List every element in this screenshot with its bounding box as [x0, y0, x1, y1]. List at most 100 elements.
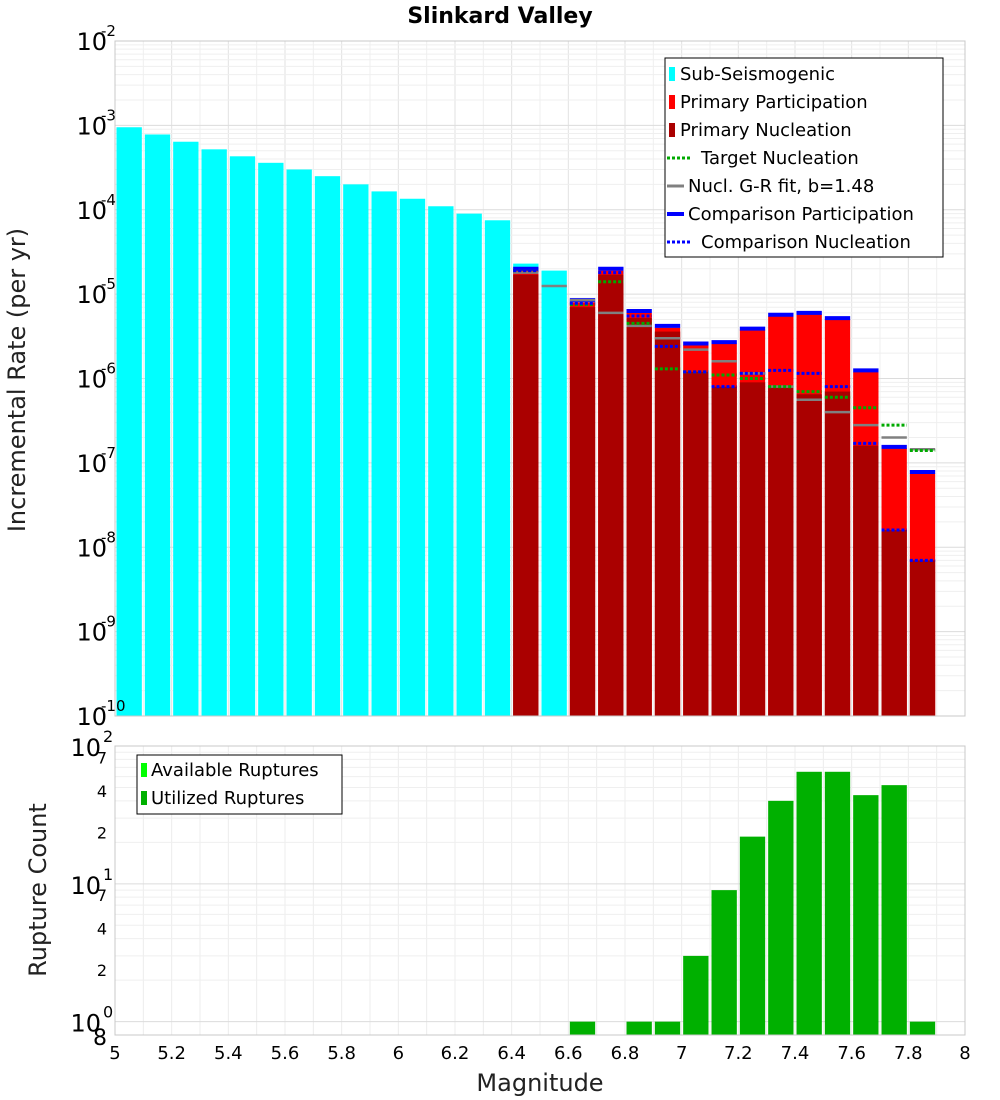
x-tick-label: 7.6 [837, 1043, 866, 1064]
y-tick-label: 10 [76, 619, 107, 647]
primary-nucleation-bar [853, 445, 879, 716]
sub-seismogenic-bar [456, 213, 482, 717]
y-tick-exponent: 2 [103, 727, 113, 746]
y-tick-exponent: -3 [101, 106, 116, 124]
y-tick-label: 10 [76, 28, 107, 56]
primary-nucleation-bar [739, 382, 766, 716]
x-tick-label: 7 [676, 1043, 687, 1064]
y-tick-label: 7 [97, 748, 107, 767]
sub-seismogenic-bar [484, 220, 511, 717]
y-tick-label: 10 [70, 734, 101, 762]
x-tick-label: 6 [393, 1043, 404, 1064]
sub-seismogenic-bar [399, 198, 426, 717]
primary-nucleation-bar [909, 560, 936, 716]
sub-seismogenic-bar [314, 176, 341, 716]
legend-label: Nucl. G-R fit, b=1.48 [688, 176, 874, 197]
utilized-ruptures-bar [654, 1021, 681, 1035]
sub-seismogenic-bar [144, 134, 171, 717]
legend-swatch [141, 763, 147, 777]
x-tick-label: 5 [109, 1043, 120, 1064]
legend-swatch [141, 791, 147, 805]
primary-nucleation-bar [598, 274, 624, 716]
primary-nucleation-bar [626, 318, 652, 716]
utilized-ruptures-bar [626, 1021, 652, 1035]
legend-label: Available Ruptures [151, 760, 319, 781]
legend-label: Target Nucleation [700, 148, 859, 169]
x-tick-label: 7.4 [781, 1043, 810, 1064]
primary-nucleation-bar [711, 386, 737, 716]
primary-nucleation-bar [881, 530, 907, 716]
bottom-legend-box [136, 754, 343, 815]
x-axis-ticks: 5 5.2 5.4 5.6 5.8 6 6.2 6.4 6.6 6.8 7 7.2 7.4 7.6 7.8 8 [109, 1043, 970, 1064]
sub-seismogenic-bar [229, 156, 256, 717]
top-legend-box [664, 57, 944, 258]
y-tick-exponent: -4 [101, 191, 116, 209]
y-tick-exponent: 0 [103, 1003, 113, 1022]
sub-seismogenic-bar [541, 270, 567, 716]
utilized-ruptures-bar [711, 890, 737, 1035]
y-tick-label: 10 [76, 703, 107, 731]
y-tick-exponent: 1 [103, 865, 113, 884]
y-tick-label: 10 [76, 450, 107, 478]
x-tick-label: 5.2 [157, 1043, 186, 1064]
utilized-ruptures-bar [824, 771, 851, 1035]
sub-seismogenic-bar [173, 141, 199, 716]
y-tick-label: 10 [70, 872, 101, 900]
y-tick-label: 7 [97, 886, 107, 905]
y-tick-label: 10 [76, 112, 107, 140]
y-tick-exponent: -7 [101, 444, 116, 462]
utilized-ruptures-bar [768, 800, 794, 1035]
y-tick-exponent: -9 [101, 613, 116, 631]
x-tick-label: 6.8 [611, 1043, 640, 1064]
sub-seismogenic-bar [286, 169, 312, 716]
primary-nucleation-bar [569, 307, 596, 716]
bottom-y-axis-label: Rupture Count [24, 803, 52, 977]
legend-swatch [669, 95, 675, 109]
sub-seismogenic-bar [201, 149, 227, 716]
y-tick-exponent: -6 [101, 360, 116, 378]
y-tick-label: 10 [76, 534, 107, 562]
sub-seismogenic-bar [343, 184, 369, 717]
legend-label: Sub-Seismogenic [680, 64, 835, 85]
legend-label: Comparison Nucleation [701, 232, 911, 253]
utilized-ruptures-bar [569, 1021, 596, 1035]
y-tick-label: 10 [70, 1010, 101, 1038]
y-tick-label: 8 [93, 1026, 107, 1051]
top-grid [114, 41, 966, 717]
sub-seismogenic-bar [258, 162, 284, 716]
y-tick-exponent: -2 [101, 22, 116, 40]
utilized-ruptures-bar [909, 1021, 936, 1035]
top-lines [513, 266, 936, 562]
legend-label: Primary Participation [680, 92, 868, 113]
x-tick-label: 7.8 [894, 1043, 923, 1064]
y-tick-exponent: -10 [101, 697, 126, 715]
y-tick-label: 2 [97, 823, 107, 842]
utilized-ruptures-bar [796, 771, 822, 1035]
primary-nucleation-bar [513, 274, 539, 716]
sub-seismogenic-bar [371, 191, 397, 717]
primary-nucleation-bar [796, 394, 822, 716]
utilized-ruptures-bar [881, 785, 907, 1035]
x-tick-label: 8 [959, 1043, 970, 1064]
primary-nucleation-bar [824, 391, 851, 716]
legend-label: Utilized Ruptures [151, 788, 304, 809]
x-tick-label: 6.4 [497, 1043, 526, 1064]
top-bars [116, 127, 936, 717]
y-tick-label: 4 [97, 920, 107, 939]
x-tick-label: 5.4 [214, 1043, 243, 1064]
x-tick-label: 6.2 [441, 1043, 470, 1064]
x-tick-label: 6.6 [554, 1043, 583, 1064]
y-tick-label: 2 [97, 961, 107, 980]
sub-seismogenic-bar [428, 206, 454, 716]
y-tick-label: 10 [76, 281, 107, 309]
legend-swatch [669, 67, 675, 81]
top-plot-frame [114, 40, 966, 717]
utilized-ruptures-bar [683, 955, 709, 1035]
utilized-ruptures-bar [739, 836, 766, 1035]
utilized-ruptures-bar [853, 795, 879, 1035]
y-tick-label: 10 [76, 366, 107, 394]
chart-title: Slinkard Valley [407, 4, 592, 29]
x-tick-label: 7.2 [724, 1043, 753, 1064]
